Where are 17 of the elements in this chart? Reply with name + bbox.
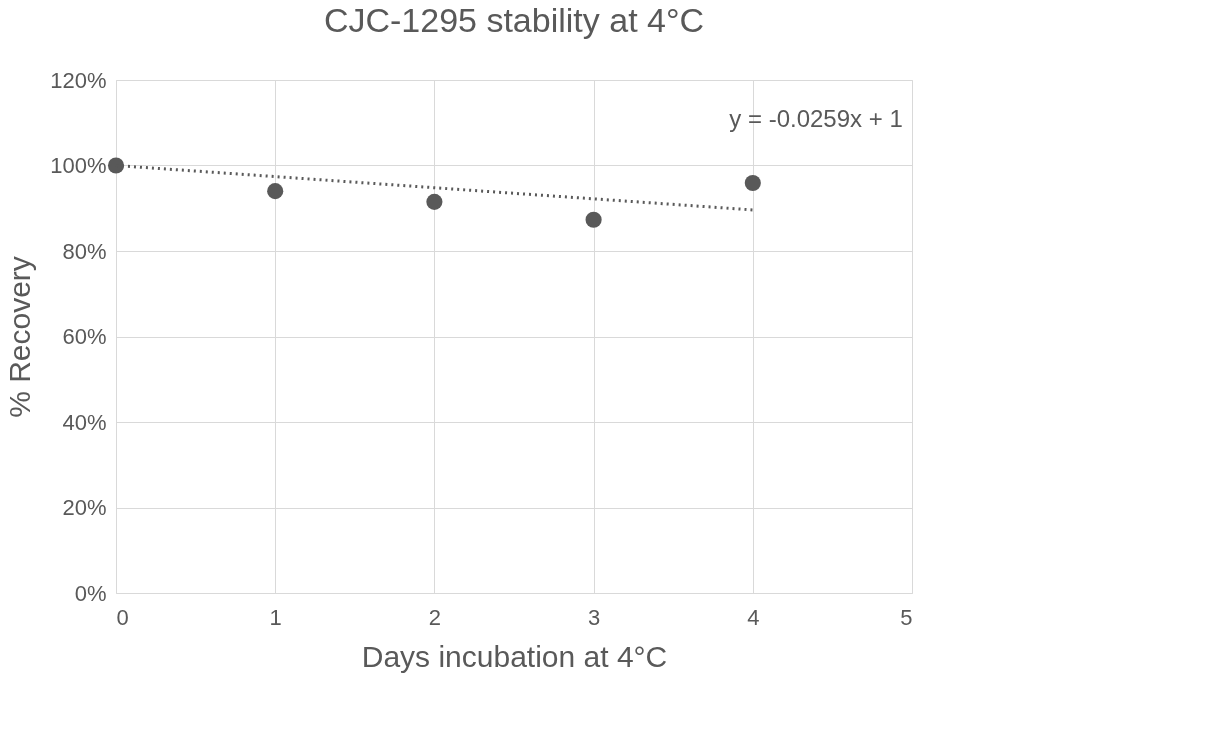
x-axis-title: Days incubation at 4°C xyxy=(361,639,668,673)
y-tick-label: 20% xyxy=(62,495,107,520)
y-tick-label: 0% xyxy=(74,580,107,606)
chart-title: CJC-1295 stability at 4°C xyxy=(323,1,705,39)
y-tick-label: 60% xyxy=(62,324,107,349)
x-tick-label: 2 xyxy=(428,604,442,630)
y-axis-title: % Recovery xyxy=(3,256,37,418)
x-tick-label: 4 xyxy=(747,604,760,630)
y-tick-label: 80% xyxy=(62,238,107,264)
annotation: y = -0.0259x + 1 xyxy=(729,105,903,132)
x-tick-label: 1 xyxy=(269,604,282,630)
x-tick-label: 5 xyxy=(900,604,913,630)
y-tick-label: 100% xyxy=(50,153,107,178)
x-tick-label: 0 xyxy=(116,604,129,630)
y-tick-label: 40% xyxy=(62,409,107,435)
x-tick-label: 3 xyxy=(587,604,601,630)
y-tick-label: 120% xyxy=(50,67,107,93)
